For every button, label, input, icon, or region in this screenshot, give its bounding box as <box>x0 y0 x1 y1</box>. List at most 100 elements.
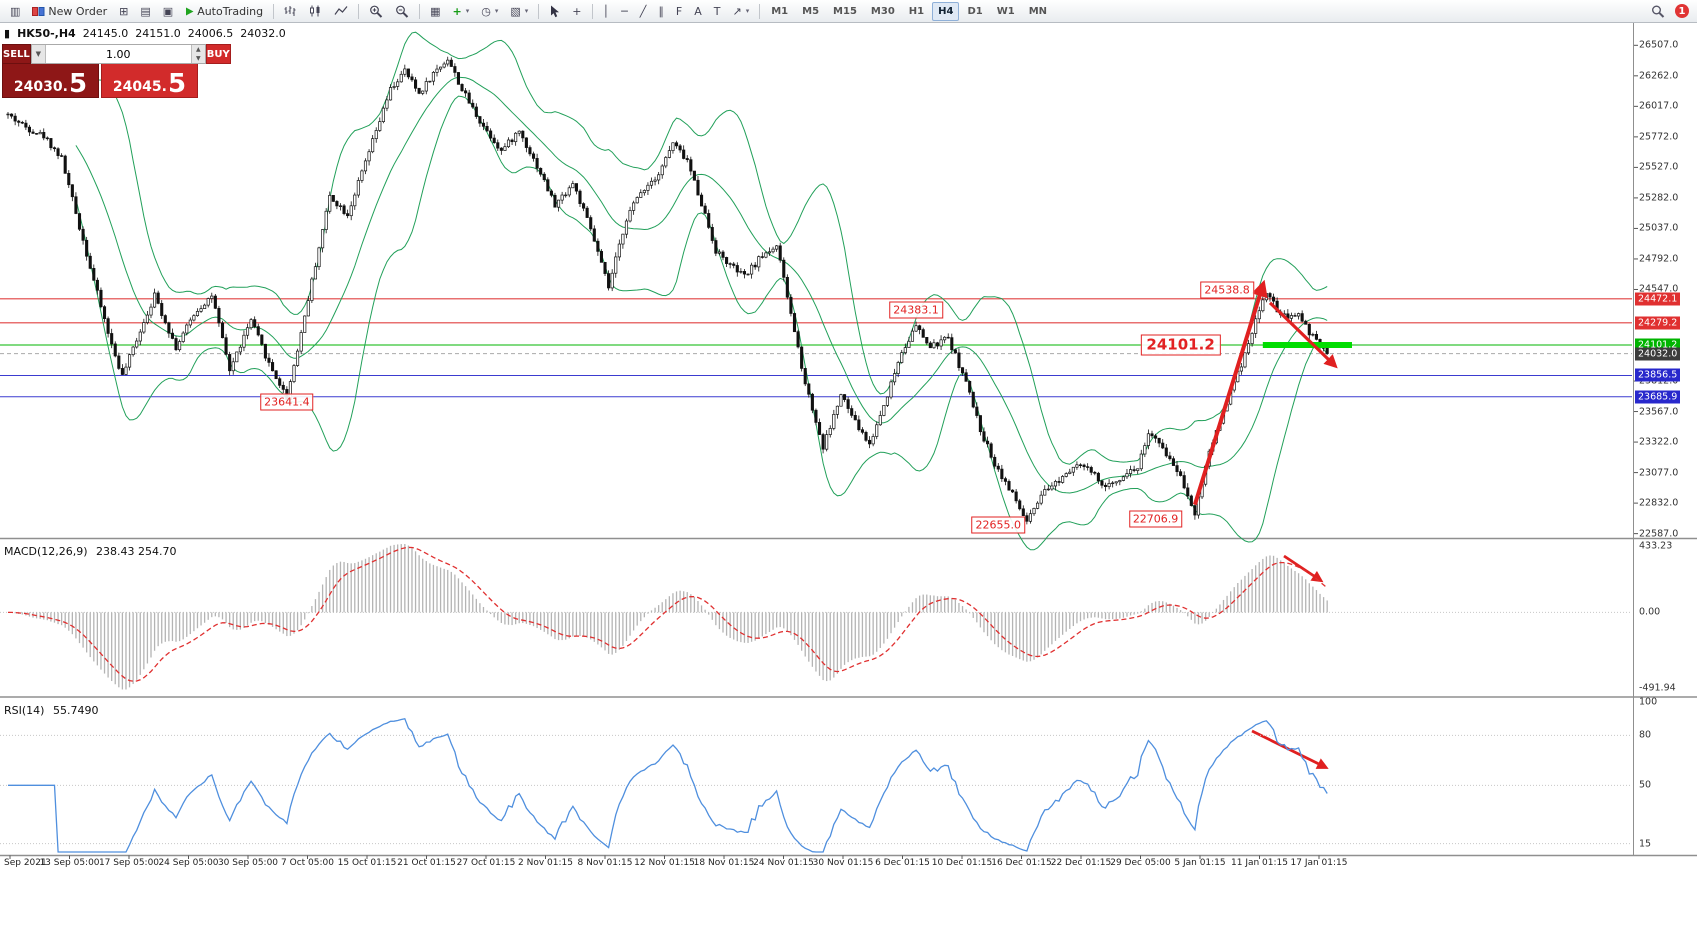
buy-price-display[interactable]: 24045. 5 <box>101 64 198 98</box>
indicators-dropdown-icon: ▾ <box>465 7 470 15</box>
new-order-label: New Order <box>48 4 108 18</box>
price-axis-label: 25037.0 <box>1639 222 1679 234</box>
rsi-axis-label: 100 <box>1639 696 1658 708</box>
line-chart-button[interactable] <box>329 1 353 22</box>
price-annotation[interactable]: 22655.0 <box>971 516 1026 534</box>
timeframe-button-m15[interactable]: M15 <box>833 5 857 17</box>
trendline-button[interactable]: ╱ <box>635 1 652 22</box>
timeframe-button-w1[interactable]: W1 <box>996 5 1015 17</box>
price-annotation[interactable]: 24383.1 <box>889 301 943 319</box>
price-axis-label: 26507.0 <box>1639 39 1679 51</box>
price-annotation[interactable]: 23641.4 <box>260 393 314 411</box>
price-annotation[interactable]: 24538.8 <box>1200 281 1254 299</box>
volume-step-up-icon[interactable]: ▲ <box>191 45 205 54</box>
trend-arrows <box>1192 279 1338 769</box>
volume-input[interactable] <box>45 45 191 63</box>
price-axis-label: 26017.0 <box>1639 100 1679 112</box>
rsi-indicator-label: RSI(14) 55.7490 <box>4 704 98 717</box>
equidistant-channel-button[interactable]: ∥ <box>653 1 669 22</box>
candlestick-chart-button[interactable] <box>304 1 327 22</box>
high-value: 24151.0 <box>135 27 181 40</box>
buy-price-main: 24045 <box>112 78 162 95</box>
volume-decrease-button[interactable]: ▼ <box>31 45 46 63</box>
price-annotation[interactable]: 22706.9 <box>1128 510 1183 528</box>
timeframe-button-mn[interactable]: MN <box>1028 5 1048 17</box>
tile-windows-button[interactable]: ▦ <box>425 1 445 22</box>
volume-stepper[interactable]: ▲ ▼ <box>190 45 205 63</box>
indicators-button[interactable]: + ▾ <box>448 1 475 22</box>
search-button[interactable] <box>1646 1 1670 22</box>
price-axis-label: 22587.0 <box>1639 528 1679 540</box>
vertical-line-button[interactable]: │ <box>598 1 615 22</box>
price-axis-label: 22832.0 <box>1639 497 1679 509</box>
timeframe-button-h1[interactable]: H1 <box>908 5 925 17</box>
macd-values: 238.43 254.70 <box>96 545 177 558</box>
sell-price-display[interactable]: 24030. 5 <box>2 64 99 98</box>
cursor-button[interactable] <box>544 1 565 22</box>
equidistant-channel-icon: ∥ <box>658 4 664 18</box>
crosshair-button[interactable]: + <box>567 1 586 22</box>
time-axis-label: 5 Jan 01:15 <box>1174 858 1226 868</box>
new-chart-button[interactable]: ⊞ <box>114 1 133 22</box>
buy-price-decimal: . <box>161 79 167 95</box>
crosshair-icon: + <box>572 4 582 18</box>
autotrading-icon <box>185 7 194 16</box>
zoom-out-button[interactable] <box>390 1 414 22</box>
one-click-trading-panel: SELL ▼ ▲ ▼ BUY 24030.5 24045.5 <box>2 44 231 98</box>
timeframe-button-h4[interactable]: H4 <box>932 1 960 21</box>
horizontal-line-button[interactable]: ─ <box>616 1 633 22</box>
text-label-button[interactable]: T <box>709 1 726 22</box>
volume-step-down-icon[interactable]: ▼ <box>191 54 205 63</box>
time-axis-label: 17 Sep 05:00 <box>98 858 160 868</box>
time-axis-label: 24 Nov 01:15 <box>753 858 814 868</box>
timeframe-button-m1[interactable]: M1 <box>771 5 789 17</box>
new-chart-icon: ⊞ <box>119 4 129 18</box>
rsi-panel <box>0 717 1632 853</box>
autotrading-button[interactable]: AutoTrading <box>180 1 268 22</box>
low-value: 24006.5 <box>187 27 234 40</box>
timeframe-button-m30[interactable]: M30 <box>870 5 895 17</box>
profiles-button[interactable]: ▤ <box>135 1 155 22</box>
time-axis-label: 8 Nov 01:15 <box>577 858 633 868</box>
timeframe-button-m5[interactable]: M5 <box>802 5 820 17</box>
bar-chart-icon <box>284 5 297 17</box>
price-annotation[interactable]: 24101.2 <box>1140 334 1221 356</box>
horizontal-line-icon: ─ <box>621 4 628 18</box>
toolbar-separator <box>358 3 360 19</box>
time-axis-label: 29 Dec 05:00 <box>1110 858 1171 868</box>
data-window-button[interactable]: ▣ <box>158 1 178 22</box>
chart-ohlc-header: ▮ HK50-,H4 24145.0 24151.0 24006.5 24032… <box>4 27 286 40</box>
timeframe-button-d1[interactable]: D1 <box>967 5 983 17</box>
time-axis-label: 22 Dec 01:15 <box>1050 858 1112 868</box>
periods-button[interactable]: ◷ ▾ <box>476 1 503 22</box>
price-axis-label: 25772.0 <box>1639 131 1679 143</box>
new-order-icon <box>32 6 45 17</box>
highlight-zone[interactable] <box>1262 342 1352 349</box>
zoom-in-icon <box>369 5 383 18</box>
arrows-tool-icon: ↗ <box>732 4 742 18</box>
templates-button[interactable]: ▧ ▾ <box>505 1 533 22</box>
macd-axis-max: 433.23 <box>1639 540 1673 552</box>
window-icon: ▥ <box>5 1 25 22</box>
volume-input-group: ▼ ▲ ▼ <box>30 44 206 64</box>
new-order-button[interactable]: New Order <box>27 1 112 22</box>
arrows-tool-button[interactable]: ↗ ▾ <box>727 1 754 22</box>
line-chart-icon <box>334 5 348 17</box>
buy-button[interactable]: BUY <box>205 44 231 64</box>
text-button[interactable]: A <box>689 1 707 22</box>
profiles-icon: ▤ <box>140 4 151 18</box>
zoom-in-button[interactable] <box>364 1 388 22</box>
fibonacci-button[interactable]: F <box>671 1 687 22</box>
price-axis-label: 23567.0 <box>1639 406 1679 418</box>
horizontal-level-lines <box>0 298 1632 398</box>
bar-chart-button[interactable] <box>279 1 302 22</box>
trendline-icon: ╱ <box>639 4 647 18</box>
sell-button[interactable]: SELL <box>2 44 31 64</box>
trade-panel-prices: 24030. 5 24045. 5 <box>2 64 198 98</box>
notification-badge[interactable]: 1 <box>1675 4 1689 18</box>
vertical-line-icon: │ <box>602 4 610 18</box>
sell-price-fraction: 5 <box>68 68 88 99</box>
tile-windows-icon: ▦ <box>430 4 441 18</box>
